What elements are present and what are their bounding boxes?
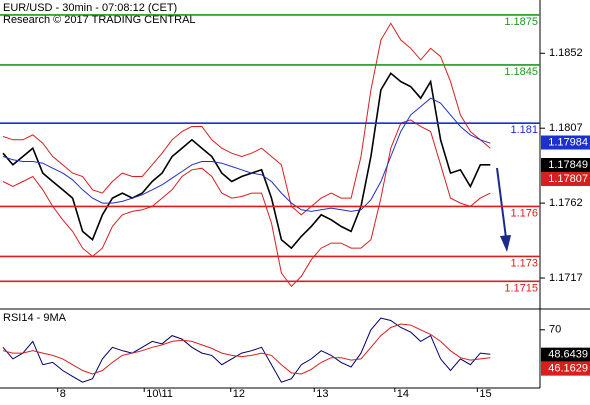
- rsi-title: RSI14 - 9MA: [3, 312, 67, 324]
- x-tick-label: 15: [479, 388, 491, 400]
- level-label: 1.1845: [504, 66, 538, 78]
- level-label: 1.1715: [504, 282, 538, 294]
- series-line: [2, 72, 491, 250]
- y-tick-label: 1.1762: [549, 197, 583, 209]
- value-box: [541, 171, 590, 186]
- value-box-label: 1.17807: [548, 173, 588, 185]
- value-box: [541, 361, 590, 376]
- series-line: [2, 97, 491, 212]
- plot-area: [2, 22, 491, 383]
- forecast-arrowhead: [500, 235, 511, 252]
- y-tick-label: 70: [549, 324, 561, 336]
- chart-subtitle: Research © 2017 TRADING CENTRAL: [3, 14, 196, 26]
- chart-title: EUR/USD - 30min - 07:08:12 (CET): [3, 2, 177, 14]
- value-box-label: 46.1629: [548, 363, 588, 375]
- y-tick-label: 1.1717: [549, 272, 583, 284]
- series-line: [2, 22, 491, 216]
- level-label: 1.176: [510, 207, 538, 219]
- x-tick-label: 10\11: [146, 388, 173, 400]
- y-tick-label: 1.1807: [549, 122, 583, 134]
- x-tick-label: 12: [233, 388, 245, 400]
- x-tick-label: 13: [316, 388, 328, 400]
- y-tick-label: 1.1852: [549, 47, 583, 59]
- series-line: [2, 317, 491, 383]
- forecast-arrow: [496, 167, 507, 239]
- level-label: 1.173: [510, 257, 538, 269]
- value-box: [541, 157, 590, 172]
- value-box: [541, 347, 590, 362]
- value-box: [541, 135, 590, 150]
- value-box-label: 1.17984: [548, 136, 588, 148]
- x-tick-label: 8: [60, 388, 66, 400]
- series-line: [2, 323, 491, 375]
- value-box-label: 1.17849: [548, 159, 588, 171]
- level-label: 1.1875: [504, 16, 538, 28]
- series-line: [2, 119, 491, 288]
- x-tick-label: 14: [397, 388, 409, 400]
- value-box-label: 48.6439: [548, 349, 588, 361]
- header-bg: [0, 0, 186, 28]
- level-label: 1.181: [510, 124, 538, 136]
